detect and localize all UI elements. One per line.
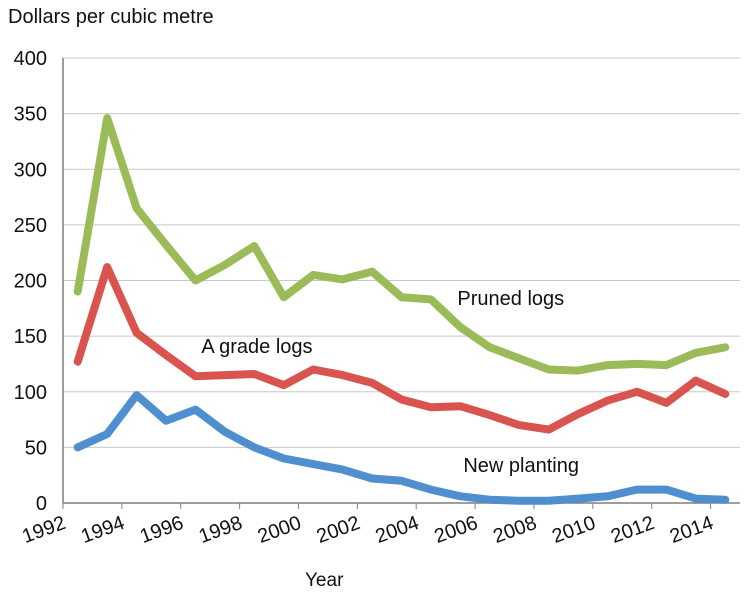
x-tick-label: 1998 xyxy=(196,512,245,548)
x-tick-label: 2004 xyxy=(373,512,422,548)
y-tick-label: 400 xyxy=(14,48,47,70)
series-line-a-grade-logs xyxy=(73,263,730,434)
x-tick-label: 2000 xyxy=(255,512,304,548)
series-label-a-grade-logs: A grade logs xyxy=(201,336,312,358)
series-line-pruned-logs xyxy=(73,114,730,375)
x-tick-label: 2002 xyxy=(314,512,363,548)
x-tick-label: 1996 xyxy=(137,512,186,548)
series-lines xyxy=(73,114,730,505)
y-tick-label: 250 xyxy=(14,215,47,237)
series-label-new-planting: New planting xyxy=(463,455,579,477)
y-tick-label: 150 xyxy=(14,326,47,348)
x-tick-label: 2006 xyxy=(431,512,480,548)
y-tick-label: 350 xyxy=(14,104,47,126)
x-tick-label: 2012 xyxy=(608,512,657,548)
axes xyxy=(62,58,740,509)
y-tick-labels: 0 50 100 150 200 250 300 350 400 xyxy=(14,48,47,515)
y-tick-label: 200 xyxy=(14,271,47,293)
y-tick-label: 300 xyxy=(14,159,47,181)
x-tick-label: 1994 xyxy=(78,512,127,548)
series-labels: Pruned logs A grade logs New planting xyxy=(201,288,579,477)
x-tick-labels: 1992 1994 1996 1998 2000 2002 2004 2006 2008 2010… xyxy=(19,512,716,548)
y-tick-label: 0 xyxy=(36,493,47,515)
x-tick-label: 2010 xyxy=(549,512,598,548)
y-tick-label: 50 xyxy=(25,437,47,459)
series-label-pruned-logs: Pruned logs xyxy=(457,288,564,310)
x-tick-label: 1992 xyxy=(19,512,68,548)
x-axis-title: Year xyxy=(305,570,344,591)
y-tick-label: 100 xyxy=(14,382,47,404)
y-axis-title: Dollars per cubic metre xyxy=(8,6,214,28)
series-line-new-planting xyxy=(73,391,730,505)
x-tick-label: 2014 xyxy=(667,512,716,548)
x-tick-label: 2008 xyxy=(490,512,539,548)
